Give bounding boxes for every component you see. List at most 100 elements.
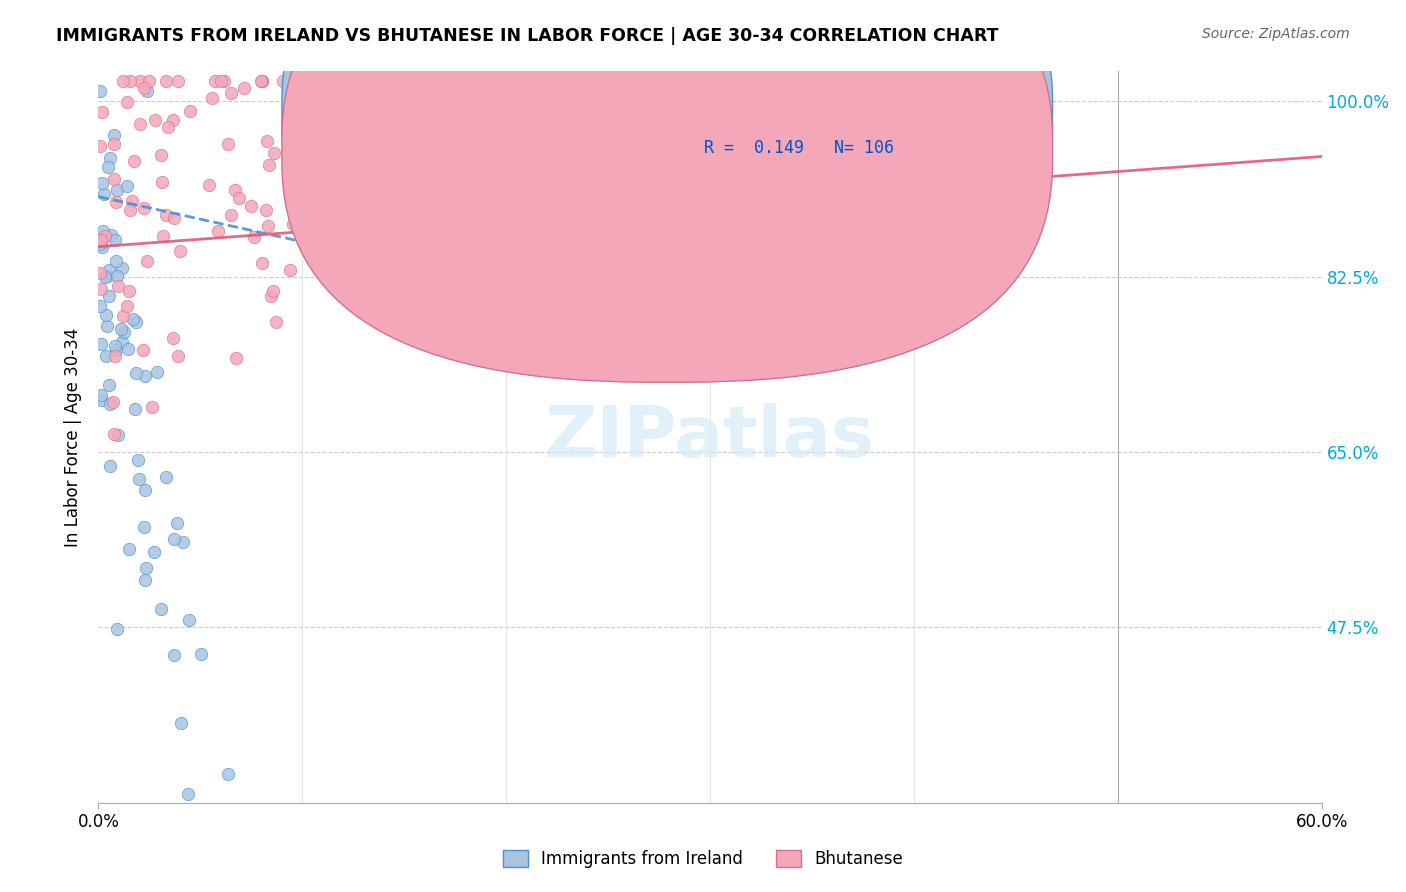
Bhutanese xyxy=(101,395,124,409)
Immigrants from Ireland xyxy=(177,787,200,801)
Bhutanese xyxy=(103,427,125,442)
Bhutanese xyxy=(243,230,266,244)
Bhutanese xyxy=(104,194,127,209)
Bhutanese xyxy=(233,80,256,95)
Text: Source: ZipAtlas.com: Source: ZipAtlas.com xyxy=(1202,27,1350,41)
Immigrants from Ireland xyxy=(142,545,165,559)
Immigrants from Ireland xyxy=(110,322,132,336)
Immigrants from Ireland xyxy=(118,542,141,557)
Bhutanese xyxy=(263,146,285,161)
Bhutanese xyxy=(219,86,242,100)
Immigrants from Ireland xyxy=(135,84,157,98)
Bhutanese xyxy=(163,211,186,225)
Immigrants from Ireland xyxy=(104,254,127,268)
Immigrants from Ireland xyxy=(111,334,134,349)
Immigrants from Ireland xyxy=(89,84,111,98)
FancyBboxPatch shape xyxy=(281,0,1053,345)
Immigrants from Ireland xyxy=(96,268,118,283)
Bhutanese xyxy=(162,113,184,128)
Bhutanese xyxy=(120,74,142,88)
Bhutanese xyxy=(219,208,242,222)
Immigrants from Ireland xyxy=(150,601,173,615)
Bhutanese xyxy=(509,220,531,235)
Bhutanese xyxy=(103,172,125,186)
Bhutanese xyxy=(152,229,174,244)
Bhutanese xyxy=(458,74,481,88)
Bhutanese xyxy=(290,215,312,229)
Bhutanese xyxy=(132,201,155,215)
Bhutanese xyxy=(547,74,569,88)
Bhutanese xyxy=(111,310,134,324)
Bhutanese xyxy=(118,202,141,217)
Immigrants from Ireland xyxy=(91,224,114,238)
Immigrants from Ireland xyxy=(90,240,112,254)
Bhutanese xyxy=(94,229,117,244)
Immigrants from Ireland xyxy=(172,535,194,549)
Bhutanese xyxy=(91,104,114,119)
Bhutanese xyxy=(155,208,177,222)
Immigrants from Ireland xyxy=(105,269,128,284)
Immigrants from Ireland xyxy=(103,338,125,352)
Bhutanese xyxy=(627,74,650,88)
Bhutanese xyxy=(250,74,273,88)
Bhutanese xyxy=(162,331,184,345)
Bhutanese xyxy=(141,401,163,415)
Immigrants from Ireland xyxy=(94,269,117,284)
Bhutanese xyxy=(201,91,224,105)
Immigrants from Ireland xyxy=(90,337,112,351)
Bhutanese xyxy=(204,74,226,88)
Bhutanese xyxy=(299,74,322,88)
Bhutanese xyxy=(122,153,145,168)
Bhutanese xyxy=(464,74,486,88)
Immigrants from Ireland xyxy=(107,623,129,637)
Bhutanese xyxy=(212,74,235,88)
Bhutanese xyxy=(364,197,387,211)
Immigrants from Ireland xyxy=(134,483,156,497)
Bhutanese xyxy=(335,185,357,199)
Bhutanese xyxy=(489,74,512,88)
Bhutanese xyxy=(250,74,273,88)
Bhutanese xyxy=(89,139,111,153)
Bhutanese xyxy=(129,116,152,130)
Bhutanese xyxy=(118,284,141,298)
Bhutanese xyxy=(589,74,612,88)
Bhutanese xyxy=(256,219,278,233)
Immigrants from Ireland xyxy=(266,815,288,830)
Immigrants from Ireland xyxy=(202,815,225,830)
Bhutanese xyxy=(450,74,472,88)
Immigrants from Ireland xyxy=(89,237,111,252)
Immigrants from Ireland xyxy=(266,815,288,830)
Bhutanese xyxy=(250,74,273,88)
Immigrants from Ireland xyxy=(96,308,118,322)
Bhutanese xyxy=(239,198,262,212)
Immigrants from Ireland xyxy=(166,516,188,530)
Bhutanese xyxy=(90,233,112,247)
Immigrants from Ireland xyxy=(179,613,201,627)
Bhutanese xyxy=(298,136,321,151)
Immigrants from Ireland xyxy=(134,573,156,587)
Bhutanese xyxy=(149,148,172,162)
Bhutanese xyxy=(166,74,188,88)
Bhutanese xyxy=(297,127,319,141)
Bhutanese xyxy=(517,74,540,88)
Bhutanese xyxy=(228,191,250,205)
Immigrants from Ireland xyxy=(259,815,281,830)
Bhutanese xyxy=(121,194,143,208)
Bhutanese xyxy=(278,262,301,277)
Bhutanese xyxy=(128,74,150,88)
Bhutanese xyxy=(103,136,125,151)
Immigrants from Ireland xyxy=(97,289,120,303)
FancyBboxPatch shape xyxy=(624,86,1015,195)
Immigrants from Ireland xyxy=(155,469,177,483)
Immigrants from Ireland xyxy=(105,343,128,357)
Immigrants from Ireland xyxy=(128,472,150,486)
Text: ZIPatlas: ZIPatlas xyxy=(546,402,875,472)
Bhutanese xyxy=(398,74,420,88)
Text: IMMIGRANTS FROM IRELAND VS BHUTANESE IN LABOR FORCE | AGE 30-34 CORRELATION CHAR: IMMIGRANTS FROM IRELAND VS BHUTANESE IN … xyxy=(56,27,998,45)
Immigrants from Ireland xyxy=(122,312,145,326)
Immigrants from Ireland xyxy=(124,402,146,417)
Bhutanese xyxy=(143,113,166,128)
Immigrants from Ireland xyxy=(231,815,253,830)
Bhutanese xyxy=(839,74,862,88)
Bhutanese xyxy=(198,178,221,192)
